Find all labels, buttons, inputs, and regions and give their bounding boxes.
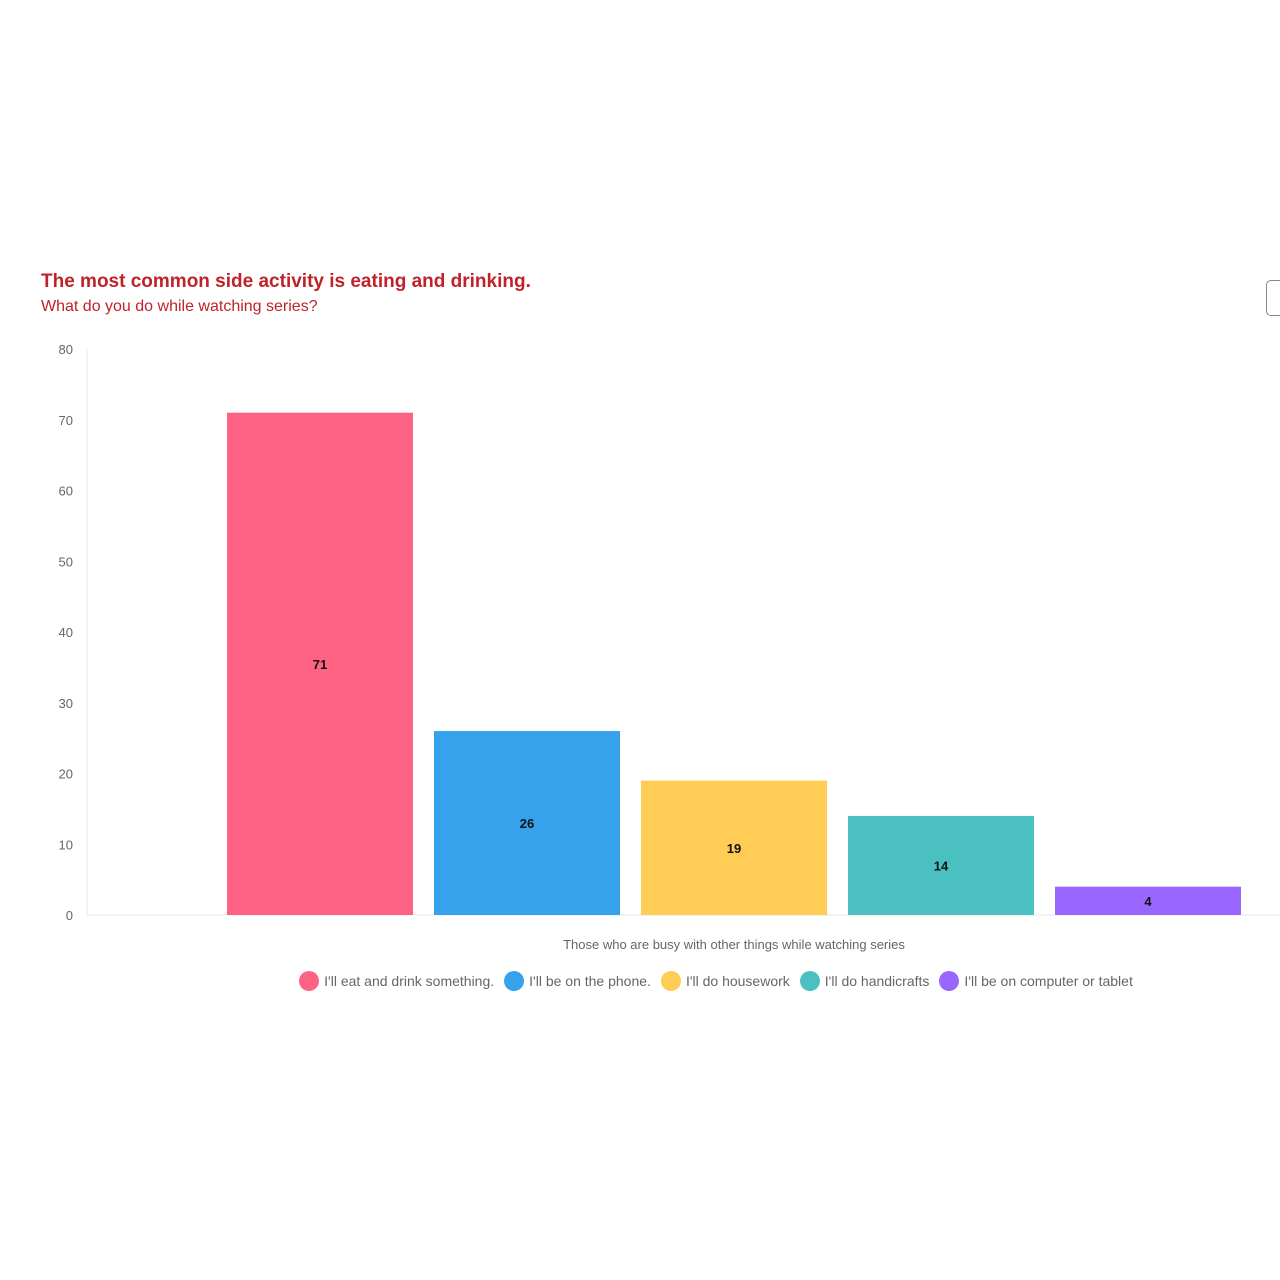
legend-item[interactable]: I'll be on the phone.: [504, 971, 651, 991]
data-label: 26: [520, 816, 534, 831]
bar-1: [227, 412, 413, 915]
legend-label: I'll do housework: [685, 973, 790, 989]
bar-4: [848, 815, 1034, 915]
chart-menu-button[interactable]: [1266, 280, 1280, 316]
y-tick-label: 10: [59, 837, 73, 852]
legend-item[interactable]: I'll do handicrafts: [799, 971, 930, 991]
legend-swatch: [299, 971, 320, 991]
bar-5: [1055, 886, 1241, 915]
data-label: 71: [313, 657, 327, 672]
bar-2: [434, 731, 620, 915]
data-label: 4: [1144, 894, 1152, 909]
legend-swatch: [660, 971, 681, 991]
legend-label: I'll be on computer or tablet: [964, 973, 1133, 989]
x-axis-label: Those who are busy with other things whi…: [563, 937, 905, 952]
bar-3: [641, 780, 827, 915]
chart-title: The most common side activity is eating …: [41, 271, 531, 292]
legend: I'll eat and drink something. I'll be on …: [0, 971, 1280, 991]
y-tick-label: 50: [59, 554, 73, 569]
legend-swatch: [939, 971, 960, 991]
data-label: 19: [727, 841, 741, 856]
y-tick-label: 60: [59, 484, 73, 499]
y-tick-label: 40: [59, 625, 73, 640]
legend-label: I'll eat and drink something.: [324, 973, 495, 989]
legend-swatch: [799, 971, 820, 991]
legend-item[interactable]: I'll eat and drink something.: [299, 971, 494, 991]
legend-label: I'll do handicrafts: [824, 973, 930, 989]
legend-item[interactable]: I'll do housework: [660, 971, 790, 991]
legend-swatch: [504, 971, 525, 991]
data-label: 14: [934, 858, 949, 873]
legend-item[interactable]: I'll be on computer or tablet: [939, 971, 1133, 991]
y-tick-label: 30: [59, 696, 73, 711]
chart-subtitle: What do you do while watching series?: [41, 298, 318, 315]
y-tick-label: 20: [59, 767, 73, 782]
y-tick-label: 0: [66, 908, 73, 923]
legend-label: I'll be on the phone.: [529, 973, 651, 989]
y-tick-label: 80: [59, 342, 73, 357]
y-tick-label: 70: [59, 413, 73, 428]
